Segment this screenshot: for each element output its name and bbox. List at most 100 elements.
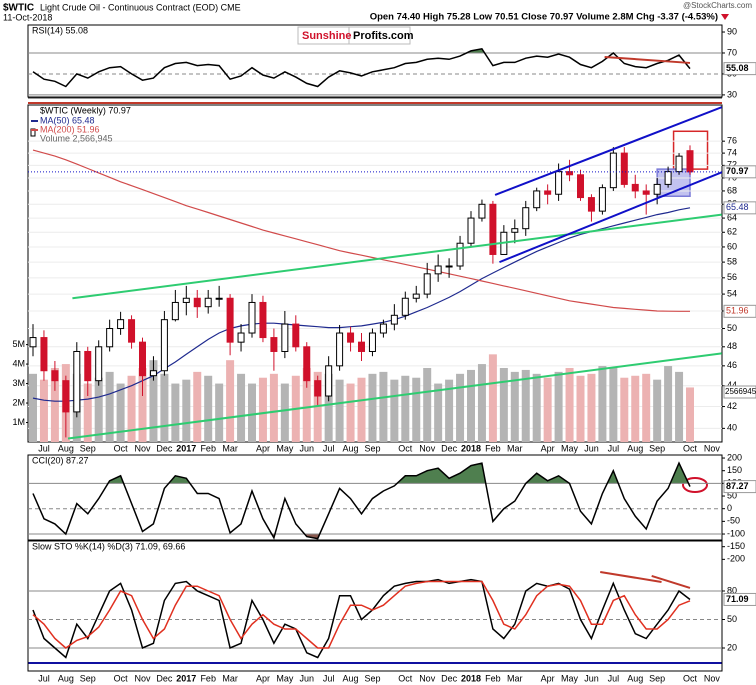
candle-body	[248, 301, 256, 334]
candle-body	[270, 337, 278, 352]
candle-body	[40, 337, 48, 372]
volume-bar	[565, 367, 574, 442]
legend-label: MA(50) 65.48	[40, 115, 95, 125]
x-tick-label: Nov	[419, 443, 436, 453]
candle-body	[303, 346, 311, 382]
logo-sunshine: Sunshine	[302, 30, 352, 42]
candle-body	[336, 332, 344, 367]
candle-body	[555, 171, 563, 195]
candle-body	[160, 319, 168, 372]
candle-body	[456, 242, 464, 267]
volume-bar	[215, 383, 224, 442]
x-tick-label: May	[561, 443, 579, 453]
x-tick-label: Dec	[441, 673, 458, 683]
y-tick-label: 50	[727, 490, 737, 500]
volume-bar	[302, 367, 311, 442]
volume-bar	[467, 369, 475, 442]
header-date: 11-Oct-2018	[3, 12, 52, 22]
volume-bar	[346, 383, 355, 442]
y-tick-label: 44	[727, 380, 737, 390]
volume-bar	[401, 375, 410, 442]
trendline	[651, 575, 691, 589]
legend-label: Volume 2,566,945	[40, 133, 113, 143]
x-tick-label: Jun	[299, 443, 314, 453]
candle-body	[237, 332, 245, 343]
volume-tick-label: 2M	[12, 397, 25, 407]
candle-body	[412, 293, 420, 299]
x-tick-label: Sep	[364, 443, 380, 453]
volume-bar	[335, 379, 344, 442]
x-tick-label: May	[276, 443, 294, 453]
candle-body	[51, 370, 59, 382]
volume-bar	[357, 377, 366, 442]
volume-bar	[653, 379, 662, 442]
candle-body	[325, 365, 333, 397]
candle-body	[358, 341, 365, 352]
volume-bar	[576, 375, 585, 442]
candle-body	[445, 265, 453, 268]
volume-bar	[445, 379, 454, 442]
candle-body	[281, 323, 289, 352]
candle-body	[379, 323, 387, 334]
x-tick-label: Dec	[441, 443, 458, 453]
x-tick-label: Oct	[398, 673, 413, 683]
x-tick-label: Feb	[200, 443, 216, 453]
trendline	[72, 213, 722, 300]
candle-body	[204, 297, 212, 308]
volume-bar	[149, 360, 158, 442]
volume-bar	[456, 373, 465, 442]
x-tick-label: Jun	[584, 443, 599, 453]
x-tick-label: Mar	[507, 443, 523, 453]
volume-bar	[193, 371, 202, 442]
x-tick-label: Jul	[38, 673, 50, 683]
volume-bar	[226, 360, 235, 442]
value-box	[723, 304, 756, 318]
volume-bar	[379, 371, 388, 442]
volume-bar	[258, 377, 267, 442]
trendline	[67, 352, 722, 440]
x-tick-label: 2017	[176, 673, 196, 683]
down-arrow	[721, 14, 729, 20]
candle-body	[489, 203, 497, 255]
x-tick-label: Aug	[343, 673, 359, 683]
volume-bar	[171, 383, 180, 442]
x-tick-label: Aug	[343, 443, 359, 453]
y-tick-label: 200	[727, 452, 742, 462]
y-tick-label: 40	[727, 423, 737, 433]
x-tick-label: Feb	[200, 673, 216, 683]
candle-body	[149, 370, 157, 377]
candle-body	[73, 350, 81, 413]
x-tick-label: Jun	[299, 673, 314, 683]
panel-frame	[27, 24, 723, 98]
x-tick-label: Apr	[541, 673, 555, 683]
candle-body	[675, 155, 683, 173]
volume-bar	[423, 367, 432, 442]
volume-bar	[324, 373, 333, 442]
value-label: 51.96	[726, 306, 749, 316]
y-tick-label: 64	[727, 212, 737, 222]
volume-bar	[554, 371, 563, 442]
y-tick-label: 50	[727, 614, 737, 624]
candle-body	[587, 197, 595, 212]
y-tick-label: 56	[727, 272, 737, 282]
moving-average	[32, 149, 690, 312]
candle-body	[511, 228, 519, 233]
volume-tick-label: 3M	[12, 378, 25, 388]
candle-body	[390, 314, 398, 325]
candle-body	[314, 380, 322, 397]
value-box	[723, 62, 756, 76]
volume-bar	[543, 377, 552, 442]
highlight-circle	[682, 477, 708, 493]
x-tick-label: Jul	[323, 673, 335, 683]
header-title: Light Crude Oil - Continuous Contract (E…	[40, 2, 241, 12]
trendline	[499, 171, 722, 264]
x-tick-label: Nov	[419, 673, 436, 683]
logo-box	[297, 26, 411, 45]
indicator-line	[32, 578, 691, 659]
volume-bar	[237, 373, 246, 442]
value-box	[723, 480, 756, 494]
x-tick-label: Oct	[398, 443, 413, 453]
x-tick-label: Aug	[627, 673, 643, 683]
symbol: $WTIC	[3, 3, 34, 14]
x-tick-label: Jul	[608, 673, 620, 683]
